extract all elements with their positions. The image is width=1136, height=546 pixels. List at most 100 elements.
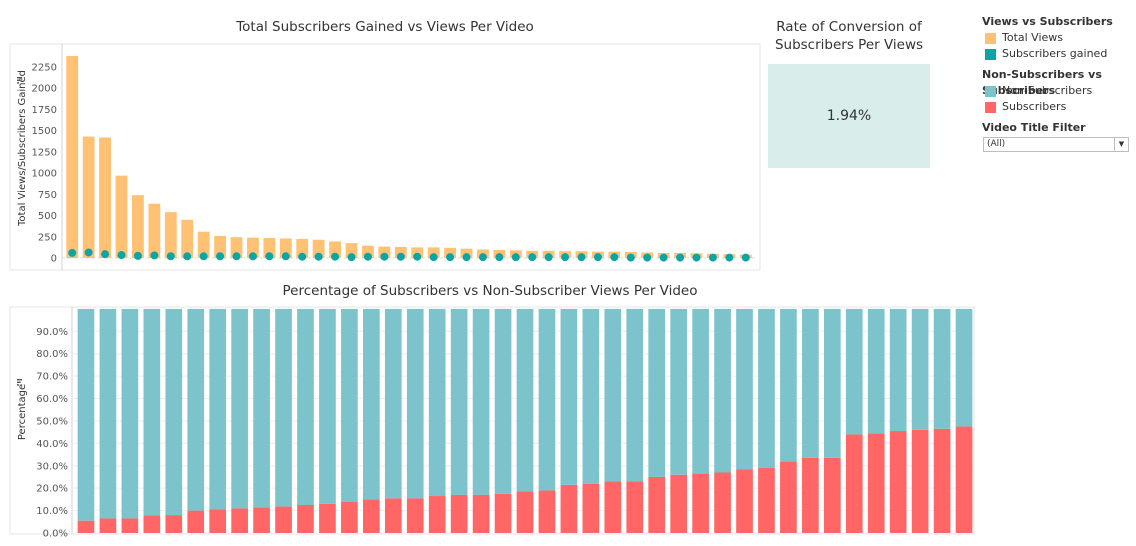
non-subscribers-bar-segment[interactable] [736, 308, 753, 470]
views-bar[interactable] [394, 246, 407, 258]
subscribers-gained-dot[interactable] [183, 252, 192, 261]
subscribers-gained-dot[interactable] [577, 253, 586, 262]
non-subscribers-bar-segment[interactable] [648, 308, 666, 477]
subscribers-bar-segment[interactable] [428, 496, 446, 533]
non-subscribers-bar-segment[interactable] [472, 308, 490, 495]
views-bar[interactable] [263, 238, 276, 258]
chevron-down-icon[interactable]: ▼ [1114, 138, 1128, 151]
non-subscribers-bar-segment[interactable] [889, 308, 907, 432]
non-subscribers-bar-segment[interactable] [99, 308, 117, 519]
views-bar[interactable] [444, 247, 456, 258]
subscribers-gained-dot[interactable] [528, 253, 537, 262]
non-subscribers-bar-segment[interactable] [253, 308, 270, 508]
subscribers-gained-dot[interactable] [495, 253, 504, 262]
subscribers-gained-dot[interactable] [150, 251, 159, 260]
subscribers-gained-dot[interactable] [363, 252, 372, 261]
non-subscribers-bar-segment[interactable] [670, 308, 687, 475]
subscribers-gained-dot[interactable] [331, 252, 340, 261]
views-bar[interactable] [427, 247, 440, 258]
views-bar[interactable] [230, 237, 243, 258]
subscribers-bar-segment[interactable] [648, 476, 666, 533]
subscribers-gained-dot[interactable] [725, 253, 734, 262]
subscribers-bar-segment[interactable] [275, 506, 292, 533]
non-subscribers-bar-segment[interactable] [77, 308, 95, 521]
subscribers-gained-dot[interactable] [232, 252, 241, 261]
non-subscribers-bar-segment[interactable] [845, 308, 863, 435]
views-bar[interactable] [279, 238, 292, 258]
views-bar[interactable] [296, 238, 309, 258]
subscribers-gained-dot[interactable] [659, 253, 668, 262]
non-subscribers-bar-segment[interactable] [758, 308, 775, 469]
subscribers-bar-segment[interactable] [231, 508, 248, 533]
subscribers-bar-segment[interactable] [516, 491, 534, 533]
subscribers-bar-segment[interactable] [341, 501, 358, 533]
subscribers-gained-dot[interactable] [101, 250, 110, 259]
sort-icon[interactable] [17, 77, 22, 84]
views-bar[interactable] [362, 245, 374, 258]
subscribers-bar-segment[interactable] [670, 474, 687, 533]
subscribers-gained-dot[interactable] [84, 248, 93, 257]
video-title-filter-select[interactable]: (All) ▼ [983, 137, 1129, 152]
subscribers-bar-segment[interactable] [736, 469, 753, 533]
non-subscribers-bar-segment[interactable] [297, 308, 314, 505]
subscribers-bar-segment[interactable] [582, 483, 600, 533]
non-subscribers-bar-segment[interactable] [823, 308, 841, 458]
non-subscribers-bar-segment[interactable] [231, 308, 248, 509]
subscribers-bar-segment[interactable] [472, 494, 490, 533]
legend-item-non-subscribers[interactable]: Non-Subscribers [982, 83, 1132, 99]
subscribers-bar-segment[interactable] [121, 518, 139, 533]
subscribers-bar-segment[interactable] [538, 490, 556, 533]
non-subscribers-bar-segment[interactable] [955, 308, 973, 427]
subscribers-gained-dot[interactable] [544, 253, 553, 262]
subscribers-bar-segment[interactable] [911, 429, 929, 533]
subscribers-bar-segment[interactable] [955, 426, 973, 533]
subscribers-bar-segment[interactable] [823, 457, 841, 533]
subscribers-gained-dot[interactable] [265, 252, 274, 261]
non-subscribers-bar-segment[interactable] [121, 308, 139, 519]
subscribers-bar-segment[interactable] [253, 507, 270, 533]
subscribers-gained-dot[interactable] [199, 252, 208, 261]
subscribers-bar-segment[interactable] [165, 515, 183, 533]
subscribers-bar-segment[interactable] [780, 461, 797, 533]
subscribers-bar-segment[interactable] [406, 498, 424, 533]
subscribers-gained-dot[interactable] [626, 253, 635, 262]
non-subscribers-bar-segment[interactable] [516, 308, 534, 492]
views-bar[interactable] [214, 235, 226, 258]
non-subscribers-bar-segment[interactable] [187, 308, 205, 511]
subscribers-gained-dot[interactable] [478, 253, 487, 262]
non-subscribers-bar-segment[interactable] [209, 308, 227, 510]
subscribers-gained-dot[interactable] [216, 252, 225, 261]
subscribers-bar-segment[interactable] [384, 498, 402, 533]
non-subscribers-bar-segment[interactable] [933, 308, 951, 429]
subscribers-bar-segment[interactable] [494, 493, 512, 533]
views-bar[interactable] [66, 55, 79, 258]
subscribers-bar-segment[interactable] [604, 481, 622, 533]
subscribers-gained-dot[interactable] [511, 253, 520, 262]
non-subscribers-bar-segment[interactable] [626, 308, 644, 482]
subscribers-bar-segment[interactable] [77, 520, 95, 533]
subscribers-gained-dot[interactable] [446, 253, 455, 262]
subscribers-gained-dot[interactable] [741, 253, 750, 262]
views-bar[interactable] [345, 243, 358, 258]
subscribers-gained-dot[interactable] [643, 253, 652, 262]
views-bar[interactable] [132, 195, 144, 258]
non-subscribers-bar-segment[interactable] [714, 308, 731, 473]
non-subscribers-bar-segment[interactable] [341, 308, 358, 502]
non-subscribers-bar-segment[interactable] [560, 308, 578, 485]
sort-icon[interactable] [17, 379, 22, 386]
subscribers-bar-segment[interactable] [802, 457, 819, 533]
non-subscribers-bar-segment[interactable] [384, 308, 402, 499]
subscribers-gained-dot[interactable] [593, 253, 602, 262]
views-bar[interactable] [99, 137, 111, 258]
non-subscribers-bar-segment[interactable] [143, 308, 161, 516]
legend-item-subscribers[interactable]: Subscribers [982, 99, 1132, 115]
subscribers-bar-segment[interactable] [758, 468, 775, 533]
non-subscribers-bar-segment[interactable] [780, 308, 797, 462]
views-bar[interactable] [378, 246, 391, 258]
subscribers-bar-segment[interactable] [143, 515, 161, 533]
views-bar[interactable] [197, 231, 210, 258]
subscribers-gained-dot[interactable] [117, 251, 126, 260]
subscribers-bar-segment[interactable] [450, 494, 468, 533]
subscribers-bar-segment[interactable] [714, 472, 731, 533]
legend-item-total-views[interactable]: Total Views [982, 30, 1132, 46]
